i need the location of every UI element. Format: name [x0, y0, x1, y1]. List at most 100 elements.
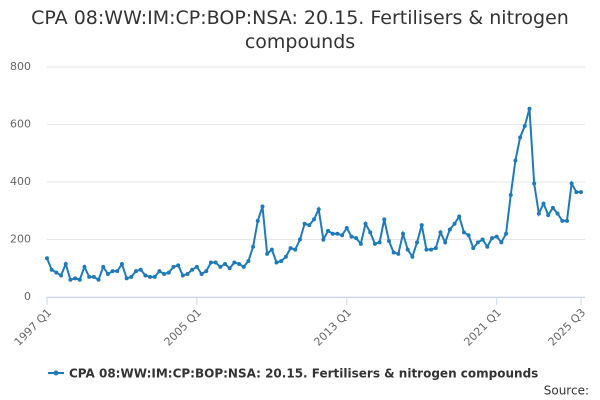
data-point	[363, 221, 368, 226]
data-point	[124, 276, 129, 281]
data-point	[185, 272, 190, 276]
data-point	[91, 274, 96, 279]
data-point	[101, 264, 106, 269]
data-point	[279, 259, 284, 264]
data-point	[176, 263, 181, 268]
data-point	[73, 276, 78, 281]
data-point	[190, 267, 195, 272]
data-point	[152, 274, 157, 279]
data-point	[326, 228, 331, 233]
data-point	[424, 247, 429, 252]
data-point	[208, 260, 213, 265]
x-tick-label: 2005 Q1	[162, 306, 205, 349]
data-point	[555, 211, 560, 216]
data-point	[344, 226, 349, 230]
data-point	[307, 223, 312, 228]
data-point	[105, 272, 110, 276]
data-point	[119, 261, 124, 266]
data-point	[485, 244, 490, 249]
data-point	[457, 214, 462, 219]
data-point	[358, 241, 363, 246]
data-point	[386, 238, 391, 243]
x-tick-label: 2013 Q1	[311, 306, 354, 349]
data-point	[490, 236, 494, 241]
data-point	[321, 237, 326, 242]
data-point	[513, 158, 518, 163]
data-point	[227, 266, 232, 271]
data-point	[134, 269, 138, 274]
data-point	[204, 269, 209, 274]
data-point	[335, 231, 340, 236]
x-tick-label: 2021 Q1	[461, 306, 504, 349]
data-point	[68, 277, 73, 282]
data-point	[213, 260, 218, 265]
data-point	[180, 273, 185, 278]
data-point	[560, 218, 565, 223]
data-point	[251, 244, 256, 249]
data-point	[541, 201, 546, 206]
data-point	[143, 273, 148, 278]
data-point	[391, 250, 396, 255]
data-point	[82, 264, 87, 269]
data-point	[297, 237, 302, 242]
chart-title: CPA 08:WW:IM:CP:BOP:NSA: 20.15. Fertilis…	[31, 7, 569, 53]
data-point	[504, 231, 509, 236]
data-point	[532, 181, 537, 186]
data-point	[232, 260, 237, 265]
data-point	[415, 240, 420, 245]
data-point	[452, 221, 457, 226]
data-point	[148, 274, 153, 279]
data-point	[199, 272, 204, 276]
data-point	[377, 240, 382, 245]
source-label: Source:	[544, 384, 589, 398]
data-point	[54, 270, 59, 275]
data-point	[110, 269, 115, 274]
data-point	[579, 190, 583, 195]
data-point	[471, 246, 476, 251]
data-point	[274, 260, 279, 265]
data-point	[569, 181, 574, 186]
data-point	[115, 269, 120, 274]
data-point	[255, 218, 260, 223]
data-point	[223, 261, 227, 266]
legend-marker	[53, 370, 59, 376]
data-point	[316, 207, 321, 212]
data-point	[368, 230, 373, 235]
data-point	[194, 264, 199, 269]
data-point	[494, 234, 499, 239]
data-point	[138, 267, 143, 272]
data-point	[372, 241, 377, 246]
x-tick-label: 1997 Q1	[12, 306, 55, 349]
data-point	[283, 254, 288, 259]
data-point	[429, 247, 434, 252]
data-point	[396, 251, 401, 256]
data-point	[349, 234, 354, 239]
data-point	[466, 233, 471, 238]
y-tick-label: 400	[10, 175, 31, 188]
data-point	[475, 240, 480, 245]
x-tick-label: 2025 Q3	[546, 306, 589, 349]
data-point	[288, 246, 293, 251]
data-point	[382, 217, 387, 222]
data-point	[218, 264, 223, 269]
data-point	[166, 270, 171, 275]
data-point	[237, 261, 242, 266]
data-point	[63, 261, 68, 266]
data-point	[499, 240, 504, 245]
data-point	[312, 217, 316, 222]
data-point	[241, 264, 246, 269]
y-tick-label: 0	[24, 290, 31, 303]
data-point	[438, 230, 443, 235]
data-point	[433, 246, 438, 251]
data-point	[354, 236, 359, 241]
data-point	[461, 230, 466, 235]
data-point	[564, 218, 569, 223]
data-point	[401, 231, 405, 236]
data-point	[527, 106, 532, 111]
data-point	[480, 237, 485, 242]
data-point	[162, 272, 167, 276]
data-point	[508, 192, 513, 197]
data-point	[405, 247, 410, 252]
